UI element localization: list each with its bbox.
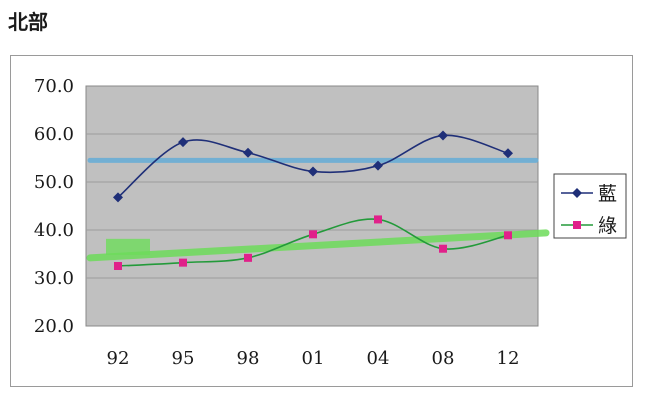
trend-annotations	[86, 157, 550, 262]
data-point-diamond	[178, 137, 188, 148]
x-axis-tick-labels: 92 95 98 01 04 08 12	[107, 348, 520, 369]
data-point-diamond	[113, 192, 123, 203]
data-point-diamond	[438, 130, 448, 141]
y-tick-label: 20.0	[34, 316, 74, 337]
legend: 藍綠	[553, 173, 627, 239]
data-point-square	[179, 258, 187, 267]
data-point-diamond	[308, 166, 318, 177]
x-tick-label: 95	[172, 348, 195, 369]
gridlines	[86, 133, 538, 279]
chart-frame: 70.0 60.0 50.0 40.0 30.0 20.0 92 95 98 01 04 08 12 …	[10, 55, 633, 387]
data-point-square	[244, 253, 252, 262]
y-tick-label: 70.0	[34, 76, 74, 97]
green-trend-highlight	[86, 229, 550, 262]
legend-swatch-marker	[573, 221, 581, 229]
data-point-square	[439, 244, 447, 253]
data-point-diamond	[503, 148, 513, 159]
series-markers	[113, 130, 513, 270]
page-title: 北部	[8, 10, 48, 34]
x-tick-label: 01	[302, 348, 325, 369]
x-tick-label: 04	[367, 348, 390, 369]
data-point-square	[309, 230, 317, 239]
x-tick-label: 08	[432, 348, 455, 369]
y-tick-label: 60.0	[34, 124, 74, 145]
y-tick-label: 40.0	[34, 220, 74, 241]
y-tick-label: 30.0	[34, 268, 74, 289]
data-point-diamond	[373, 160, 383, 171]
legend-swatch-marker	[572, 188, 582, 198]
y-axis-tick-labels: 70.0 60.0 50.0 40.0 30.0 20.0	[34, 76, 74, 337]
y-tick-label: 50.0	[34, 172, 74, 193]
plot-area	[85, 85, 539, 327]
legend-box	[553, 173, 627, 239]
legend-label: 藍	[598, 183, 617, 205]
x-tick-label: 92	[107, 348, 130, 369]
green-highlight-smudge	[106, 238, 150, 255]
data-point-square	[504, 231, 512, 240]
data-point-square	[374, 215, 382, 224]
data-point-diamond	[243, 147, 253, 158]
x-tick-label: 98	[237, 348, 260, 369]
legend-label: 綠	[598, 215, 617, 237]
data-point-square	[114, 262, 122, 270]
line-chart: 70.060.050.040.030.020.0 92 95 98 01 04 08 12 …	[34, 76, 627, 369]
x-tick-label: 12	[497, 348, 520, 369]
